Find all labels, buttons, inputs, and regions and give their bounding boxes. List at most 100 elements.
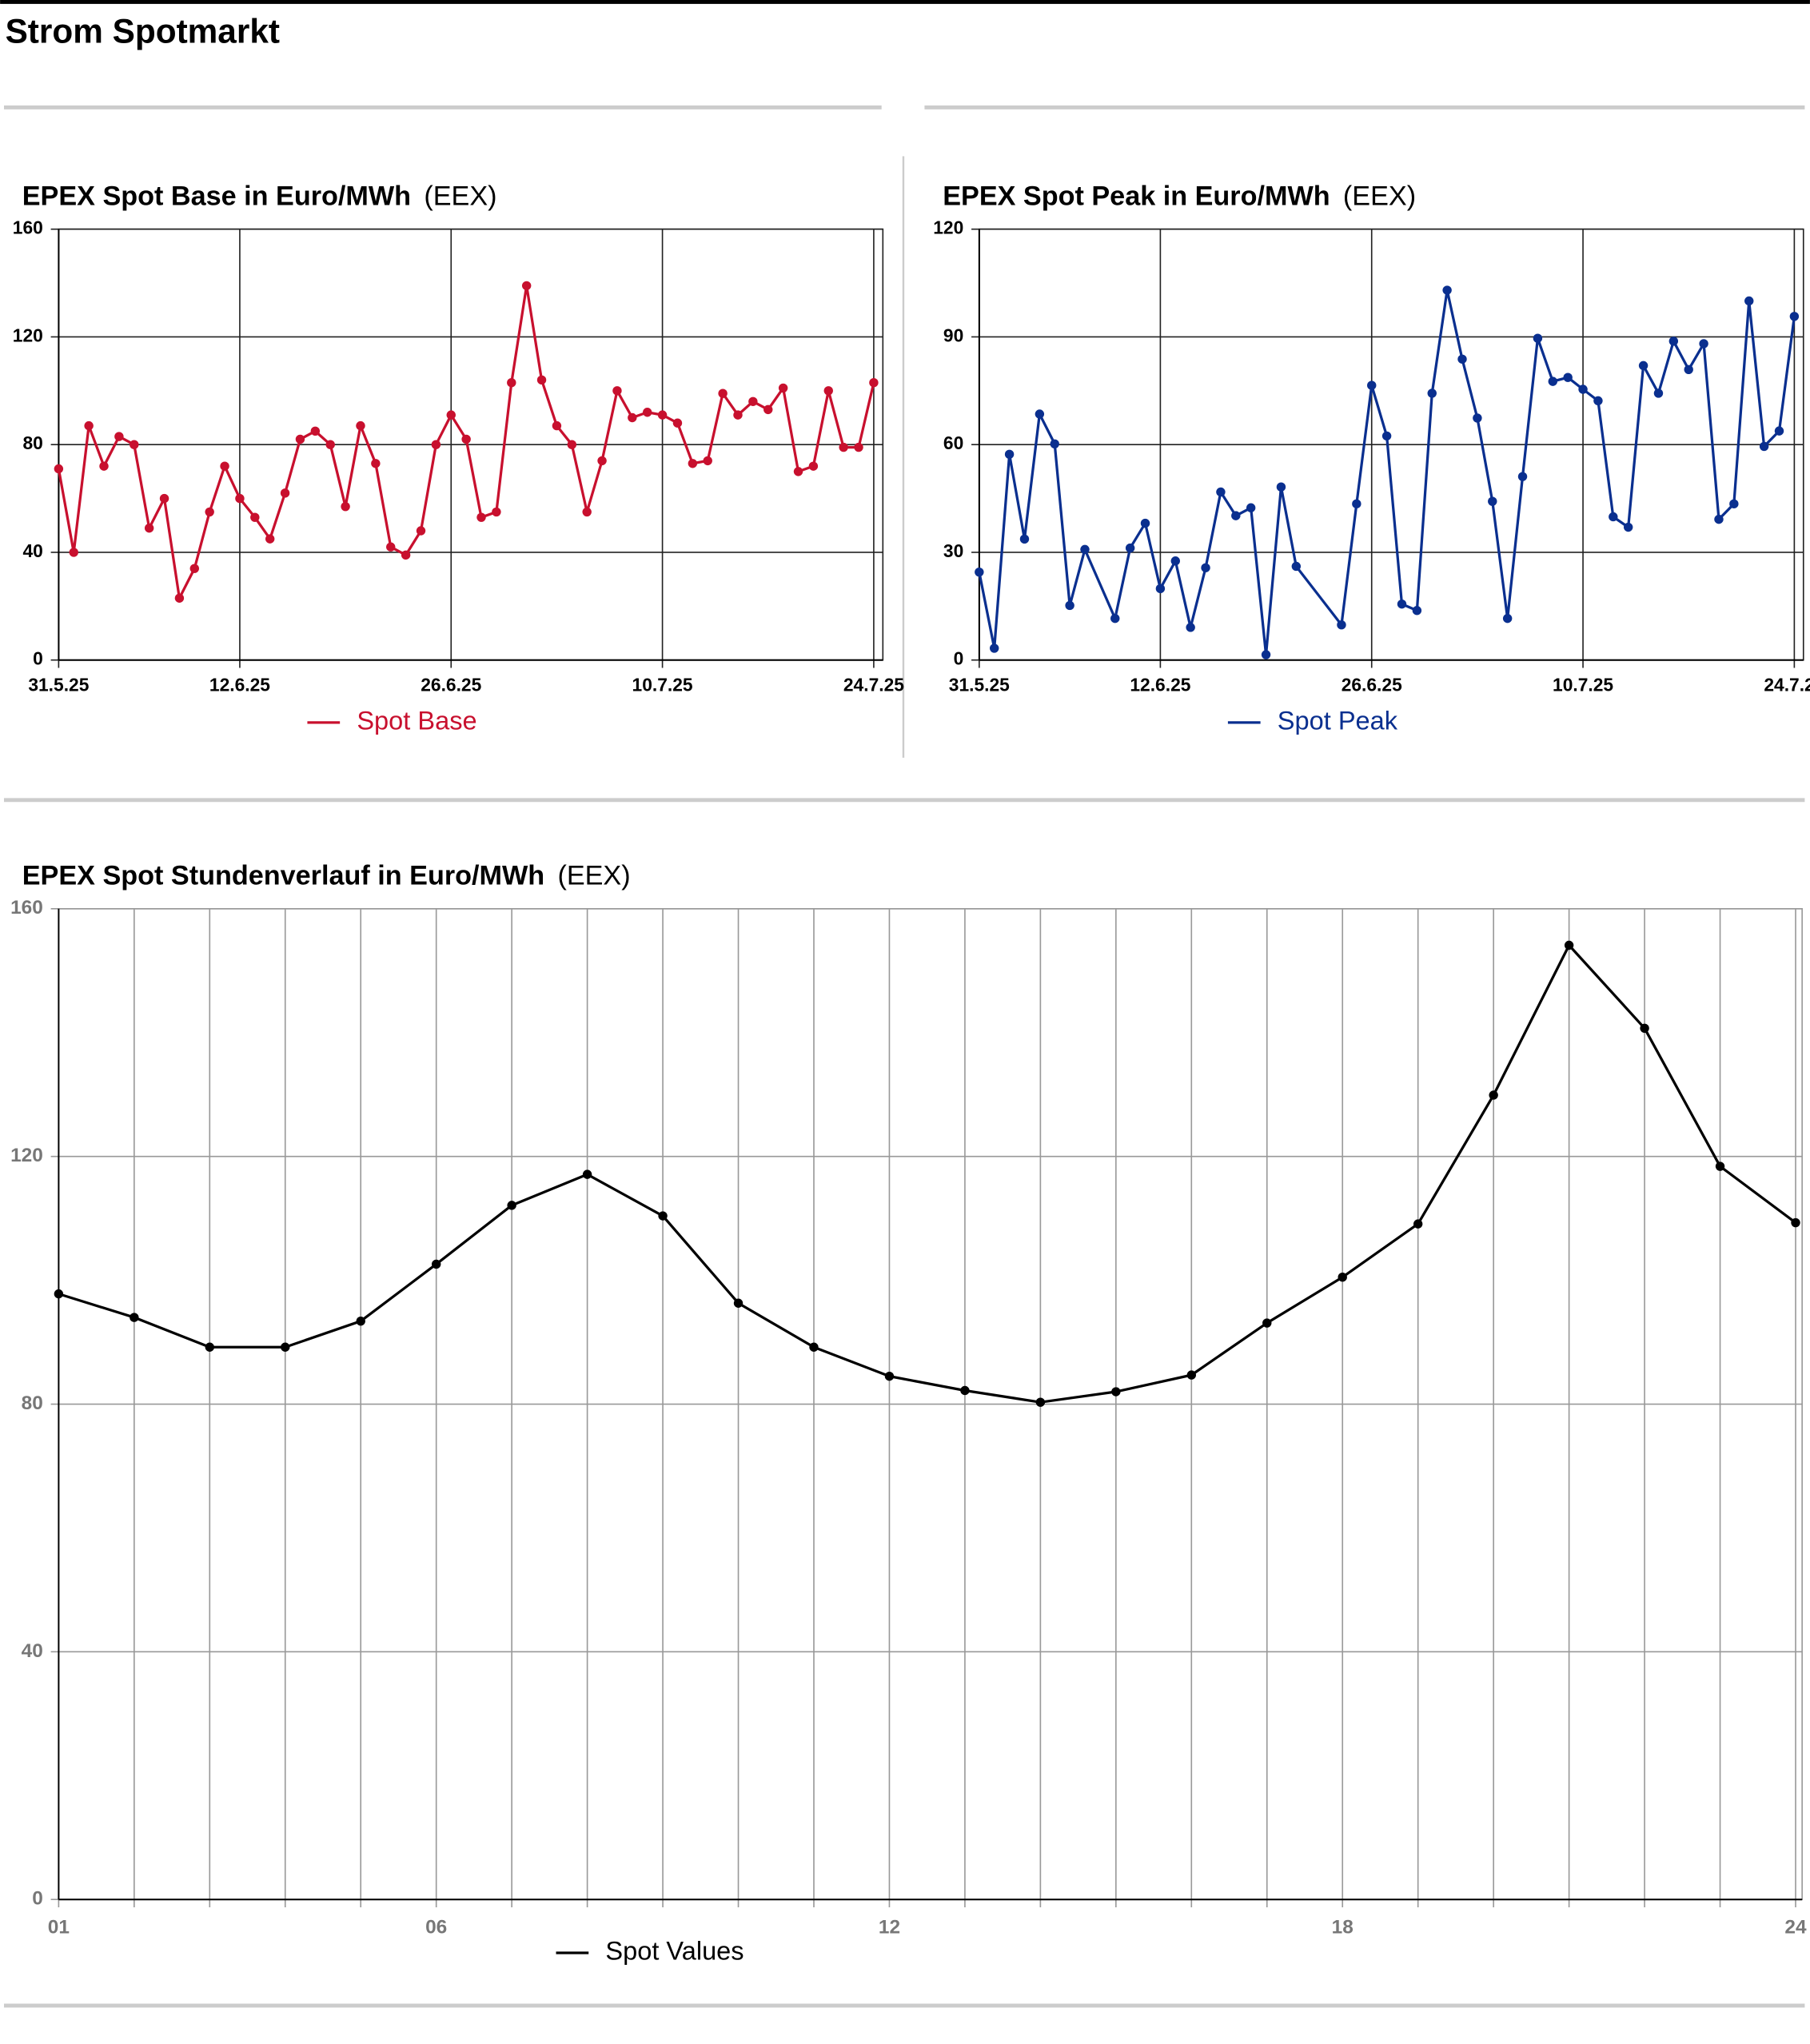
data-point — [1413, 1219, 1423, 1229]
data-point — [597, 456, 607, 466]
data-point — [1623, 522, 1633, 532]
data-point — [839, 442, 848, 452]
series-line — [978, 289, 1796, 656]
data-point — [280, 488, 290, 498]
data-point — [476, 512, 486, 522]
data-point — [582, 507, 592, 517]
data-point — [1457, 354, 1467, 364]
chart-title-main: EPEX Spot Stundenverlauf in Euro/MWh — [22, 861, 544, 891]
data-point — [1186, 1370, 1197, 1380]
data-point — [990, 643, 999, 653]
data-point — [748, 396, 758, 406]
data-point — [688, 459, 698, 468]
separator — [924, 105, 1805, 110]
data-point — [356, 420, 365, 431]
data-point — [507, 377, 516, 388]
data-point — [1473, 413, 1482, 423]
data-point — [1110, 613, 1120, 624]
chart-title: EPEX Spot Peak in Euro/MWh (EEX) — [943, 181, 1416, 212]
data-point — [325, 440, 335, 449]
y-tick-label: 0 — [954, 648, 964, 669]
x-tick-label: 12 — [879, 1917, 900, 1938]
data-point — [1276, 482, 1286, 492]
data-point — [310, 426, 321, 436]
data-point — [1291, 561, 1302, 572]
data-point — [672, 418, 683, 428]
data-point — [582, 1169, 592, 1179]
data-point — [1563, 373, 1573, 382]
data-point — [718, 388, 728, 398]
data-point — [265, 534, 275, 544]
data-point — [54, 464, 64, 474]
data-point — [84, 420, 94, 431]
y-tick-label: 160 — [10, 897, 43, 918]
x-tick-label: 12.6.25 — [209, 674, 270, 695]
data-point — [1352, 499, 1361, 509]
data-point — [1246, 503, 1256, 512]
data-point — [446, 410, 456, 420]
data-point — [869, 377, 879, 388]
data-point — [144, 523, 154, 533]
data-point — [1201, 563, 1210, 572]
data-point — [1714, 514, 1724, 524]
data-point — [401, 550, 411, 560]
data-point — [1774, 426, 1784, 436]
data-point — [1668, 337, 1679, 346]
data-point — [205, 1342, 214, 1352]
data-point — [1609, 512, 1618, 522]
chart-title: EPEX Spot Base in Euro/MWh (EEX) — [22, 181, 497, 212]
data-point — [281, 1342, 290, 1352]
data-point — [521, 281, 532, 291]
separator — [3, 2003, 1805, 2008]
data-point — [960, 1385, 970, 1396]
x-tick-label: 26.6.25 — [1342, 674, 1402, 695]
data-point — [130, 440, 139, 449]
data-point — [823, 386, 833, 396]
data-point — [1638, 361, 1649, 371]
separator — [3, 798, 1805, 803]
y-tick-label: 160 — [13, 217, 43, 238]
data-point — [854, 442, 863, 452]
data-point — [1502, 613, 1513, 624]
data-point — [235, 493, 245, 504]
data-point — [1111, 1387, 1121, 1397]
data-point — [1564, 940, 1574, 950]
x-tick-label: 24.7.25 — [843, 674, 904, 695]
data-point — [808, 461, 819, 471]
data-point — [1035, 409, 1045, 419]
data-point — [1381, 431, 1392, 441]
y-tick-label: 80 — [22, 1393, 43, 1414]
data-point — [778, 383, 788, 393]
y-tick-label: 30 — [943, 540, 963, 561]
legend-label: Spot Peak — [1278, 707, 1398, 735]
data-point — [1170, 556, 1180, 566]
data-point — [975, 567, 984, 577]
data-point — [1789, 312, 1800, 321]
data-point — [1593, 396, 1603, 406]
data-point — [174, 593, 185, 603]
data-point — [1699, 339, 1708, 349]
y-tick-label: 120 — [13, 325, 43, 345]
data-point — [1216, 487, 1226, 497]
page-title: Strom Spotmarkt — [6, 13, 280, 50]
data-point — [658, 1211, 668, 1221]
data-point — [492, 507, 501, 517]
data-point — [386, 542, 396, 552]
data-point — [1050, 439, 1059, 448]
data-point — [189, 564, 199, 573]
divider — [902, 156, 905, 758]
data-point — [507, 1201, 516, 1210]
y-tick-label: 40 — [22, 1640, 43, 1662]
data-point — [461, 434, 471, 444]
data-point — [1080, 544, 1090, 555]
data-point — [1427, 388, 1437, 398]
data-point — [220, 461, 229, 471]
chart-title-main: EPEX Spot Base in Euro/MWh — [22, 181, 411, 212]
data-point — [884, 1371, 895, 1381]
data-point — [1338, 1273, 1347, 1282]
data-point — [1125, 543, 1135, 553]
data-point — [1729, 499, 1739, 509]
x-tick-label: 01 — [48, 1917, 70, 1938]
